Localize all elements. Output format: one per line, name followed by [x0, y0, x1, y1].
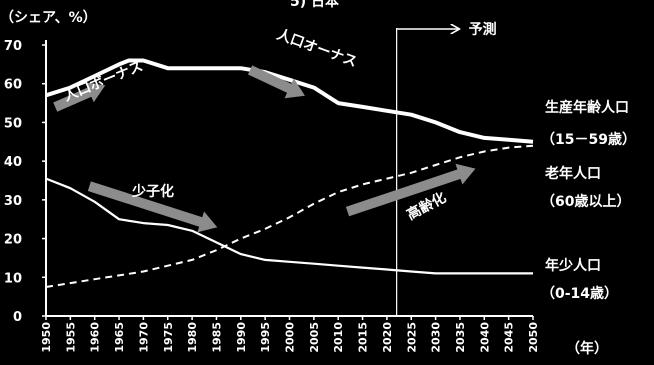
x-tick-label: 2035: [454, 322, 467, 353]
x-tick-label: 1950: [40, 322, 53, 353]
y-tick-label: 20: [4, 233, 22, 248]
x-tick-label: 2050: [527, 322, 540, 353]
y-tick-label: 50: [4, 116, 22, 131]
y-tick-label: 30: [4, 194, 22, 209]
y-tick-label: 40: [4, 155, 22, 170]
x-tick-label: 1975: [162, 322, 175, 353]
x-tick-label: 2005: [308, 322, 321, 353]
y-tick-label: 70: [4, 39, 22, 54]
x-tick-label: 1985: [210, 322, 223, 353]
x-tick-label: 2040: [478, 322, 491, 353]
x-tick-label: 2000: [284, 322, 297, 353]
x-tick-label: 2025: [405, 322, 418, 353]
x-tick-label: 1960: [89, 322, 102, 353]
legend-child-name: 年少人口: [545, 257, 601, 274]
declining-birthrate-arrow: [87, 181, 218, 233]
demographic-onus-label: 人口オーナス: [275, 26, 360, 71]
demographic-onus-arrow: [247, 65, 305, 99]
y-tick-label: 60: [4, 78, 22, 93]
child-population-line: [45, 177, 533, 275]
x-tick-label: 1970: [137, 322, 150, 353]
forecast-label: 予測: [469, 21, 497, 38]
legend-working-age-range: （15－59歳）: [541, 131, 636, 148]
legend-elderly-name: 老年人口: [545, 165, 601, 182]
x-tick-label: 1965: [113, 322, 126, 353]
aging-arrow: [345, 163, 476, 217]
x-tick-label: 1980: [186, 322, 199, 353]
legend-elderly-range: （60歳以上）: [541, 193, 630, 210]
demographic-bonus-label: 人口ボーナス: [61, 57, 145, 104]
elderly-population-line: [45, 144, 534, 288]
x-tick-label: 1990: [235, 322, 248, 353]
x-tick-label: 2010: [332, 322, 345, 353]
x-tick-label: 2045: [503, 322, 516, 353]
y-tick-label: 10: [4, 271, 22, 286]
y-axis-label: （シェア、%）: [0, 10, 97, 26]
demographic-bonus-arrow: [53, 82, 106, 112]
x-tick-label: 2030: [430, 322, 443, 353]
x-tick-label: 1955: [64, 322, 77, 353]
x-axis-label: （年）: [566, 340, 608, 357]
declining-birthrate-label: 少子化: [131, 183, 174, 200]
working-age-population-line: [45, 58, 534, 144]
legend-child-range: （0-14歳）: [541, 285, 618, 302]
x-tick-label: 1995: [259, 322, 272, 353]
y-tick-label: 0: [13, 310, 22, 325]
legend-working-age-name: 生産年齢人口: [545, 99, 629, 116]
x-tick-label: 2020: [381, 322, 394, 353]
chart-title: 5) 日本: [290, 0, 340, 10]
x-tick-label: 2015: [357, 322, 370, 353]
